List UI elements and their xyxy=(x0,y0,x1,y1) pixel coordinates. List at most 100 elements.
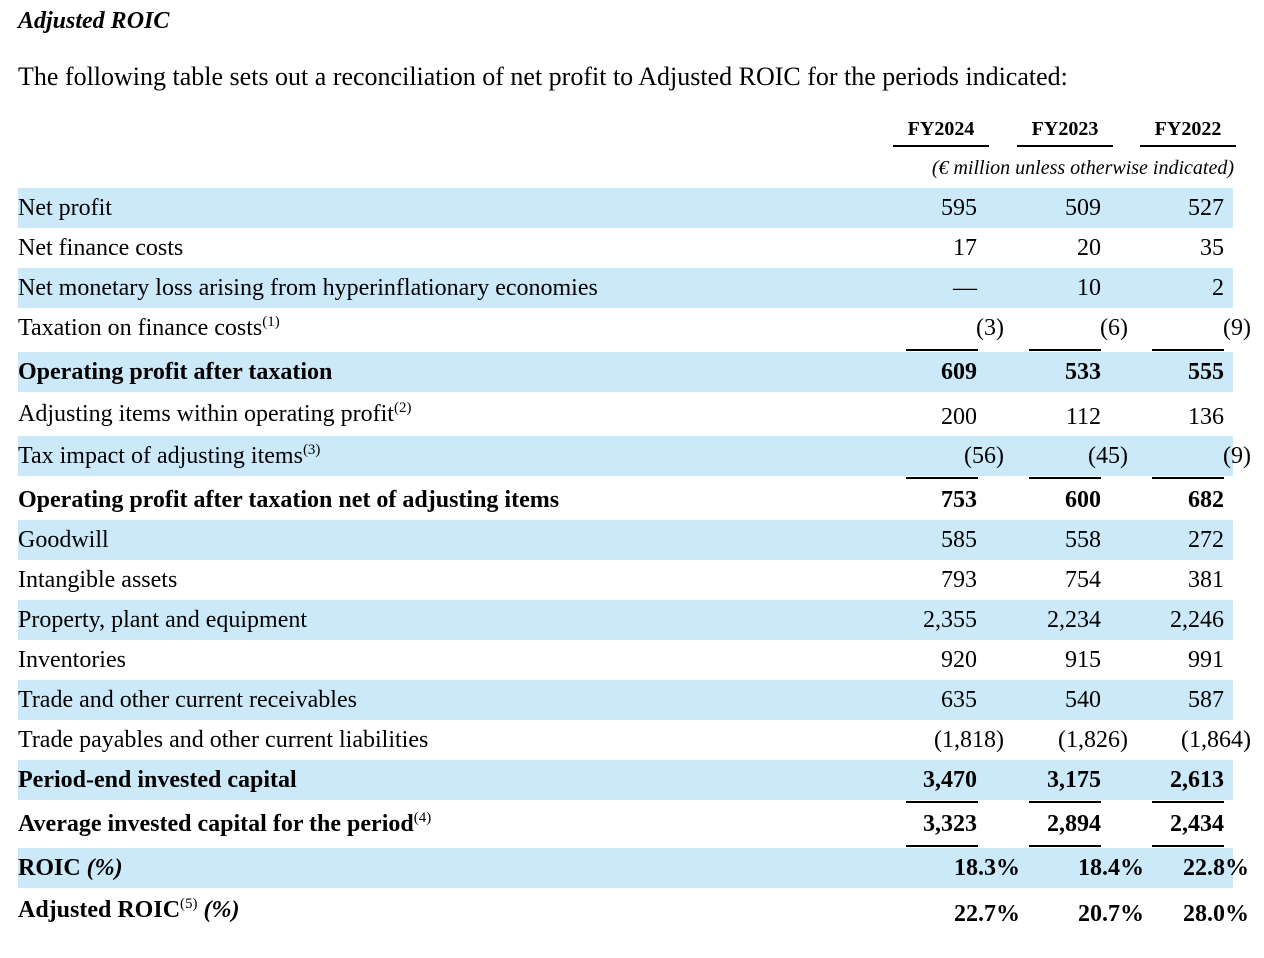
value-fy2022: 2,246 xyxy=(1170,607,1224,633)
value-fy2022: 991 xyxy=(1188,647,1224,673)
row-label: Net finance costs xyxy=(18,235,184,261)
row-label: Net monetary loss arising from hyperinfl… xyxy=(18,275,598,301)
column-header-fy2022: FY2022 xyxy=(1140,118,1236,147)
table-row-average-invested-capital: Average invested capital for the period(… xyxy=(18,804,1233,844)
value-fy2022: (9) xyxy=(1223,443,1251,469)
table-row-property-plant-equipment: Property, plant and equipment 2,355 2,23… xyxy=(18,600,1233,640)
table-row-roic: ROIC (%) 18.3% 18.4% 22.8% xyxy=(18,848,1249,888)
row-label: Taxation on finance costs(1) xyxy=(18,315,280,342)
total-rule xyxy=(1152,845,1224,847)
subtotal-rule xyxy=(1029,477,1101,479)
value-fy2023: 20.7% xyxy=(1078,901,1144,927)
table-row-net-profit: Net profit 595 509 527 xyxy=(18,188,1233,228)
value-fy2023: (6) xyxy=(1100,315,1128,341)
total-rule xyxy=(906,845,978,847)
subtotal-rule xyxy=(1152,801,1224,803)
value-fy2022: (1,864) xyxy=(1181,727,1251,753)
subtotal-rule xyxy=(1152,349,1224,351)
table-row-tax-impact-adjusting-items: Tax impact of adjusting items(3) (56) (4… xyxy=(18,436,1251,476)
unit-note: (€ million unless otherwise indicated) xyxy=(931,157,1234,179)
value-fy2022: 22.8% xyxy=(1183,855,1249,881)
table-row-operating-profit-after-taxation: Operating profit after taxation 609 533 … xyxy=(18,352,1233,392)
row-label: Goodwill xyxy=(18,527,109,553)
value-fy2023: 600 xyxy=(1065,487,1101,513)
footnote-marker: (3) xyxy=(302,442,321,458)
value-fy2023: 3,175 xyxy=(1047,767,1101,793)
row-label-text: Adjusting items within operating profit xyxy=(18,401,394,427)
value-fy2023: 540 xyxy=(1065,687,1101,713)
row-label-text: Taxation on finance costs xyxy=(18,315,263,341)
footnote-marker: (2) xyxy=(393,400,412,416)
subtotal-rule xyxy=(1152,477,1224,479)
value-fy2023: 112 xyxy=(1065,404,1101,430)
row-label: Trade and other current receivables xyxy=(18,687,357,713)
table-row-net-monetary-loss: Net monetary loss arising from hyperinfl… xyxy=(18,268,1233,308)
value-fy2023: 915 xyxy=(1065,647,1101,673)
table-row-trade-payables: Trade payables and other current liabili… xyxy=(18,720,1251,760)
subtotal-rule xyxy=(906,349,978,351)
value-fy2022: 527 xyxy=(1188,195,1224,221)
footnote-marker: (5) xyxy=(180,896,198,912)
value-fy2023: (1,826) xyxy=(1058,727,1128,753)
value-fy2023: (45) xyxy=(1088,443,1128,469)
row-label-suffix: (%) xyxy=(86,855,123,881)
value-fy2022: 682 xyxy=(1188,487,1224,513)
value-fy2023: 20 xyxy=(1077,235,1101,261)
value-fy2022: 2 xyxy=(1212,275,1224,301)
row-label: Tax impact of adjusting items(3) xyxy=(18,443,320,470)
subtotal-rule xyxy=(1029,801,1101,803)
value-fy2024: 200 xyxy=(941,404,977,430)
row-label-suffix: (%) xyxy=(203,897,240,923)
row-label: Operating profit after taxation net of a… xyxy=(18,487,560,513)
value-fy2024: 17 xyxy=(953,235,977,261)
column-header-fy2024: FY2024 xyxy=(893,118,989,147)
row-label-text: ROIC xyxy=(18,855,81,881)
footnote-marker: (4) xyxy=(413,810,432,826)
value-fy2024: — xyxy=(953,275,977,301)
value-fy2024: (56) xyxy=(964,443,1004,469)
table-row-operating-profit-net-of-adjusting: Operating profit after taxation net of a… xyxy=(18,480,1233,520)
value-fy2024: 18.3% xyxy=(954,855,1020,881)
subtotal-rule xyxy=(906,477,978,479)
value-fy2024: 793 xyxy=(941,567,977,593)
value-fy2023: 509 xyxy=(1065,195,1101,221)
row-label: Net profit xyxy=(18,195,112,221)
value-fy2024: 3,323 xyxy=(923,811,977,837)
row-label: Adjusted ROIC(5) (%) xyxy=(18,897,240,924)
value-fy2022: 28.0% xyxy=(1183,901,1249,927)
value-fy2024: 585 xyxy=(941,527,977,553)
table-row-goodwill: Goodwill 585 558 272 xyxy=(18,520,1233,560)
value-fy2022: 136 xyxy=(1188,404,1224,430)
value-fy2023: 2,894 xyxy=(1047,811,1101,837)
value-fy2022: 35 xyxy=(1200,235,1224,261)
value-fy2024: 635 xyxy=(941,687,977,713)
value-fy2022: (9) xyxy=(1223,315,1251,341)
value-fy2022: 2,613 xyxy=(1170,767,1224,793)
column-header-fy2023: FY2023 xyxy=(1017,118,1113,147)
footnote-marker: (1) xyxy=(262,314,280,330)
value-fy2024: 753 xyxy=(941,487,977,513)
value-fy2023: 754 xyxy=(1065,567,1101,593)
value-fy2022: 272 xyxy=(1188,527,1224,553)
table-row-net-finance-costs: Net finance costs 17 20 35 xyxy=(18,228,1233,268)
value-fy2023: 10 xyxy=(1077,275,1101,301)
row-label: Trade payables and other current liabili… xyxy=(18,727,429,753)
value-fy2024: 22.7% xyxy=(954,901,1020,927)
table-row-taxation-on-finance-costs: Taxation on finance costs(1) (3) (6) (9) xyxy=(18,308,1251,348)
row-label: Inventories xyxy=(18,647,126,673)
subtotal-rule xyxy=(906,801,978,803)
value-fy2024: 609 xyxy=(941,359,977,385)
row-label: Average invested capital for the period(… xyxy=(18,811,431,838)
row-label-text: Adjusted ROIC xyxy=(18,897,181,923)
table-row-intangible-assets: Intangible assets 793 754 381 xyxy=(18,560,1233,600)
subtotal-rule xyxy=(1029,349,1101,351)
value-fy2024: 595 xyxy=(941,195,977,221)
row-label-text: Average invested capital for the period xyxy=(18,811,414,837)
value-fy2024: 920 xyxy=(941,647,977,673)
row-label: Operating profit after taxation xyxy=(18,359,333,385)
section-title: Adjusted ROIC xyxy=(18,8,170,34)
value-fy2023: 2,234 xyxy=(1047,607,1101,633)
value-fy2023: 558 xyxy=(1065,527,1101,553)
value-fy2024: (1,818) xyxy=(934,727,1004,753)
table-row-inventories: Inventories 920 915 991 xyxy=(18,640,1233,680)
